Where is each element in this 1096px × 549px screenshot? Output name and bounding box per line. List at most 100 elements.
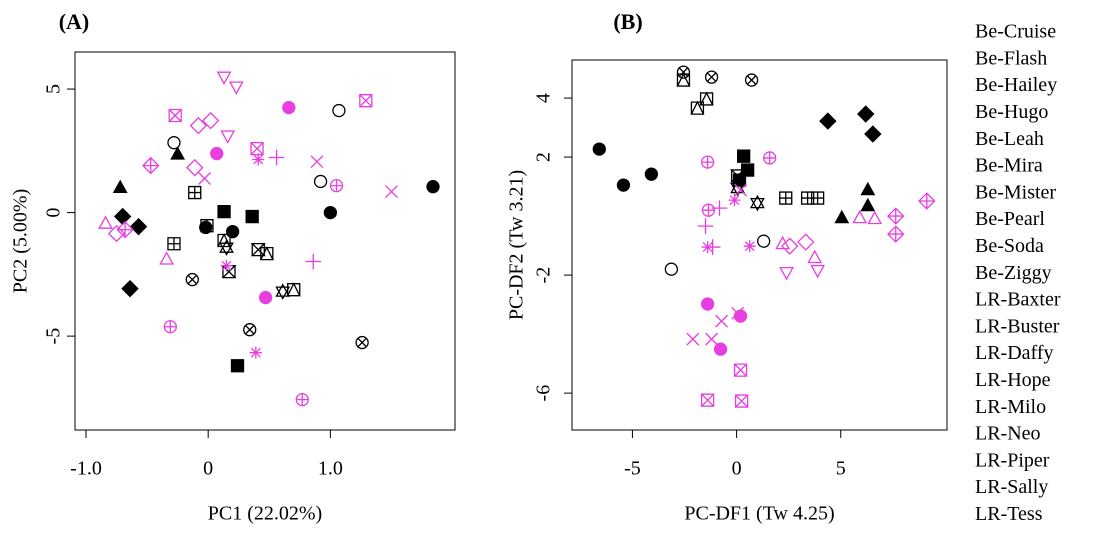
data-point [834,209,850,224]
data-point [225,224,240,239]
data-point [245,209,259,224]
y-axis-label: PC2 (5.00%) [10,189,32,293]
data-point [250,141,264,156]
legend-entry: LR-Buster [975,315,1060,337]
y-tick-label: -6 [533,385,555,402]
data-point [744,73,759,87]
data-point [705,332,719,346]
legend-entry: LR-Sally [975,476,1048,498]
data-point [690,100,705,115]
x-axis-label: PC1 (22.02%) [208,503,322,525]
legend-entry: LR-Neo [975,423,1041,445]
data-point [113,207,132,226]
legend-entry: LR-Hope [975,369,1051,391]
legend-entry: Be-Hugo [975,101,1048,123]
data-point [699,91,714,106]
data-point [867,210,883,225]
data-point [704,70,719,84]
data-point [216,71,232,85]
data-point [220,130,236,144]
data-point [728,194,741,207]
data-point [305,253,322,270]
data-point [167,237,181,251]
data-point [116,220,134,239]
data-point [819,112,837,130]
data-point [323,205,338,220]
data-point [763,151,777,165]
plot-frame [74,51,456,431]
y-tick-label: -5 [43,328,65,345]
x-tick-label: 0 [732,458,742,480]
x-tick-label: -5 [624,458,641,480]
data-point [142,156,160,175]
data-point [810,264,826,279]
legend-entry: Be-Pearl [975,208,1045,230]
data-point [129,217,148,236]
data-point [700,297,715,311]
data-point [250,242,266,257]
data-point [887,225,905,243]
data-point [220,259,233,272]
data-point [810,191,825,205]
data-point [701,203,716,217]
data-point [887,207,905,225]
legend-entry: LR-Tess [975,503,1043,525]
data-point [734,394,749,408]
x-tick-label: -1.0 [70,458,102,480]
legend-entry: Be-Mister [975,181,1056,203]
data-point [797,233,815,251]
data-point [329,179,344,193]
y-tick-label: 0 [43,208,65,218]
data-point [188,185,202,200]
data-point [697,218,714,234]
data-point [189,116,208,135]
data-point [252,153,265,166]
data-point [258,290,273,305]
data-point [159,251,175,265]
data-point [779,266,794,281]
legend-entry: Be-Mira [975,155,1043,177]
data-point [864,125,882,143]
data-point [249,346,262,359]
data-point [918,192,936,210]
data-point [592,142,606,156]
data-point [715,314,729,328]
data-point [750,194,765,212]
data-point [228,81,244,95]
data-point [201,111,220,130]
x-tick-label: 5 [836,458,846,480]
legend-entry: Be-Flash [975,47,1047,69]
data-point [730,169,746,183]
panel-title: (A) [59,9,90,34]
data-point [282,100,296,115]
data-point [743,240,756,253]
data-point [644,167,659,181]
legend-entry: LR-Baxter [975,289,1061,311]
data-point [737,149,751,163]
data-point [275,283,291,300]
data-point [355,335,369,350]
data-point [616,178,631,192]
y-tick-label: 2 [533,152,555,162]
data-point [852,209,868,224]
x-tick-label: 0 [203,458,213,480]
data-point [676,65,691,79]
data-point [168,108,182,123]
data-point [268,149,285,166]
data-point [700,393,715,407]
plot-frame [571,59,948,431]
data-point [731,306,745,320]
data-point [98,215,113,229]
legend-entry: Be-Cruise [975,21,1056,43]
data-point [779,191,793,205]
data-point [686,332,700,346]
data-point [807,249,823,264]
data-point [733,363,748,377]
data-point [860,197,876,212]
legend-entry: Be-Hailey [975,74,1057,96]
data-point [426,180,440,194]
data-point [163,320,177,334]
data-point [700,155,715,169]
data-point [332,103,346,118]
